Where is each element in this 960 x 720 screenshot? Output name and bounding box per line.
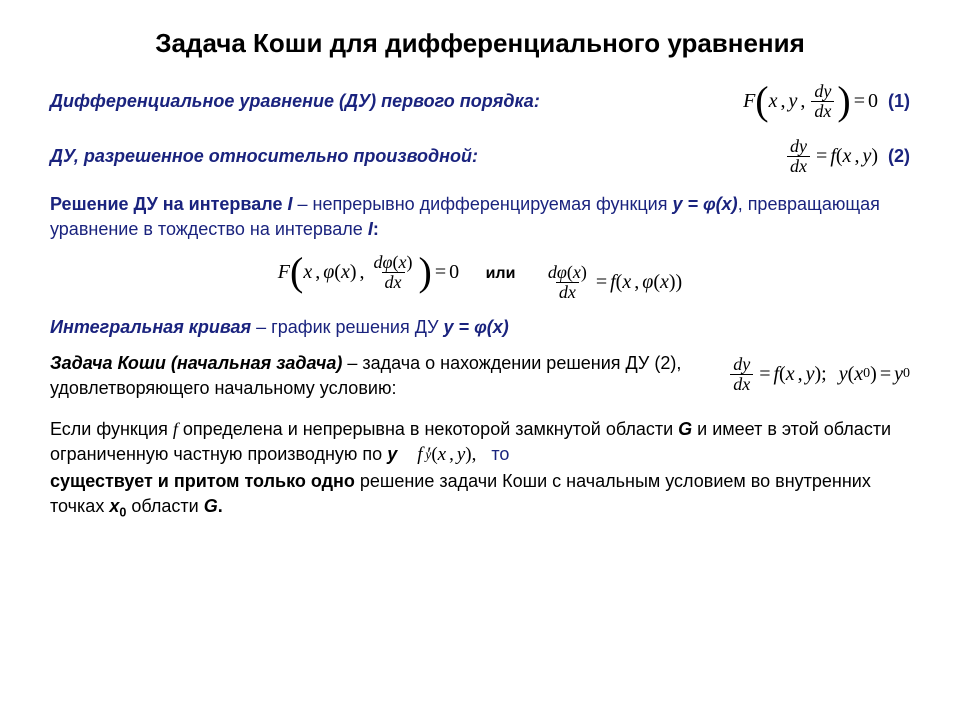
row-de-explicit: ДУ, разрешенное относительно производной… [50, 137, 910, 176]
txt-p1b: – непрерывно дифференцируемая функция [292, 194, 672, 214]
text-or: или [486, 265, 516, 282]
row-solution-identity: F(x,φ(x), dφ(x)dx )=0 или dφ(x)dx =f(x,φ… [50, 252, 910, 301]
eq-cauchy-block: dydx =f(x,y); y(x0)=y0 [727, 351, 910, 394]
eq1-block: F(x,y, dydx )=0 (1) [743, 81, 910, 121]
row-cauchy-problem: Задача Коши (начальная задача) – задача … [50, 351, 910, 401]
eq2-number: (2) [888, 146, 910, 167]
txt-p1a: Решение ДУ на интервале [50, 194, 287, 214]
eq-identity-2: dφ(x)dx =f(x,φ(x)) [542, 263, 682, 302]
txt-p4G2: G [204, 496, 218, 516]
eq1-number: (1) [888, 91, 910, 112]
txt-p4b: определена и непрерывна в некоторой замк… [178, 419, 678, 439]
eq1-formula: F(x,y, dydx )=0 [743, 81, 878, 121]
para-existence: Если функция f определена и непрерывна в… [50, 417, 910, 522]
slide-content: Задача Коши для дифференциального уравне… [0, 0, 960, 720]
txt-p2y: y = φ(x) [444, 317, 509, 337]
eq-cauchy-ic: y(x0)=y0 [839, 363, 910, 386]
eq-cauchy-de: dydx =f(x,y); [727, 355, 827, 394]
para-integral-curve: Интегральная кривая – график решения ДУ … [50, 315, 910, 340]
txt-p4y: y [387, 444, 397, 464]
eq2-formula: dydx =f(x,y) [784, 137, 878, 176]
txt-p4dot: . [218, 496, 223, 516]
txt-p2b: – график решения ДУ [251, 317, 443, 337]
txt-p1colon: : [373, 219, 379, 239]
txt-p3a: Задача Коши (начальная задача) [50, 353, 342, 373]
txt-p4f2: области [126, 496, 203, 516]
txt-p4a: Если функция [50, 419, 173, 439]
txt-p4x0: x0 [109, 496, 126, 516]
eq-partial-fy: f ′y(x,y), [417, 442, 476, 469]
lead-de-first-order: Дифференциальное уравнение (ДУ) первого … [50, 89, 540, 113]
txt-p1y: y = φ(x) [672, 194, 737, 214]
page-title: Задача Коши для дифференциального уравне… [50, 28, 910, 59]
txt-p4to: то [491, 444, 509, 464]
lead-de-explicit: ДУ, разрешенное относительно производной… [50, 144, 478, 168]
row-de-first-order: Дифференциальное уравнение (ДУ) первого … [50, 81, 910, 121]
para-cauchy-def: Задача Коши (начальная задача) – задача … [50, 351, 709, 401]
txt-p4d: существует и притом только одно [50, 471, 355, 491]
para-solution-def: Решение ДУ на интервале I – непрерывно д… [50, 192, 910, 242]
txt-p4G: G [678, 419, 692, 439]
eq2-block: dydx =f(x,y) (2) [784, 137, 910, 176]
txt-p2a: Интегральная кривая [50, 317, 251, 337]
eq-identity-1: F(x,φ(x), dφ(x)dx )=0 [278, 252, 459, 292]
